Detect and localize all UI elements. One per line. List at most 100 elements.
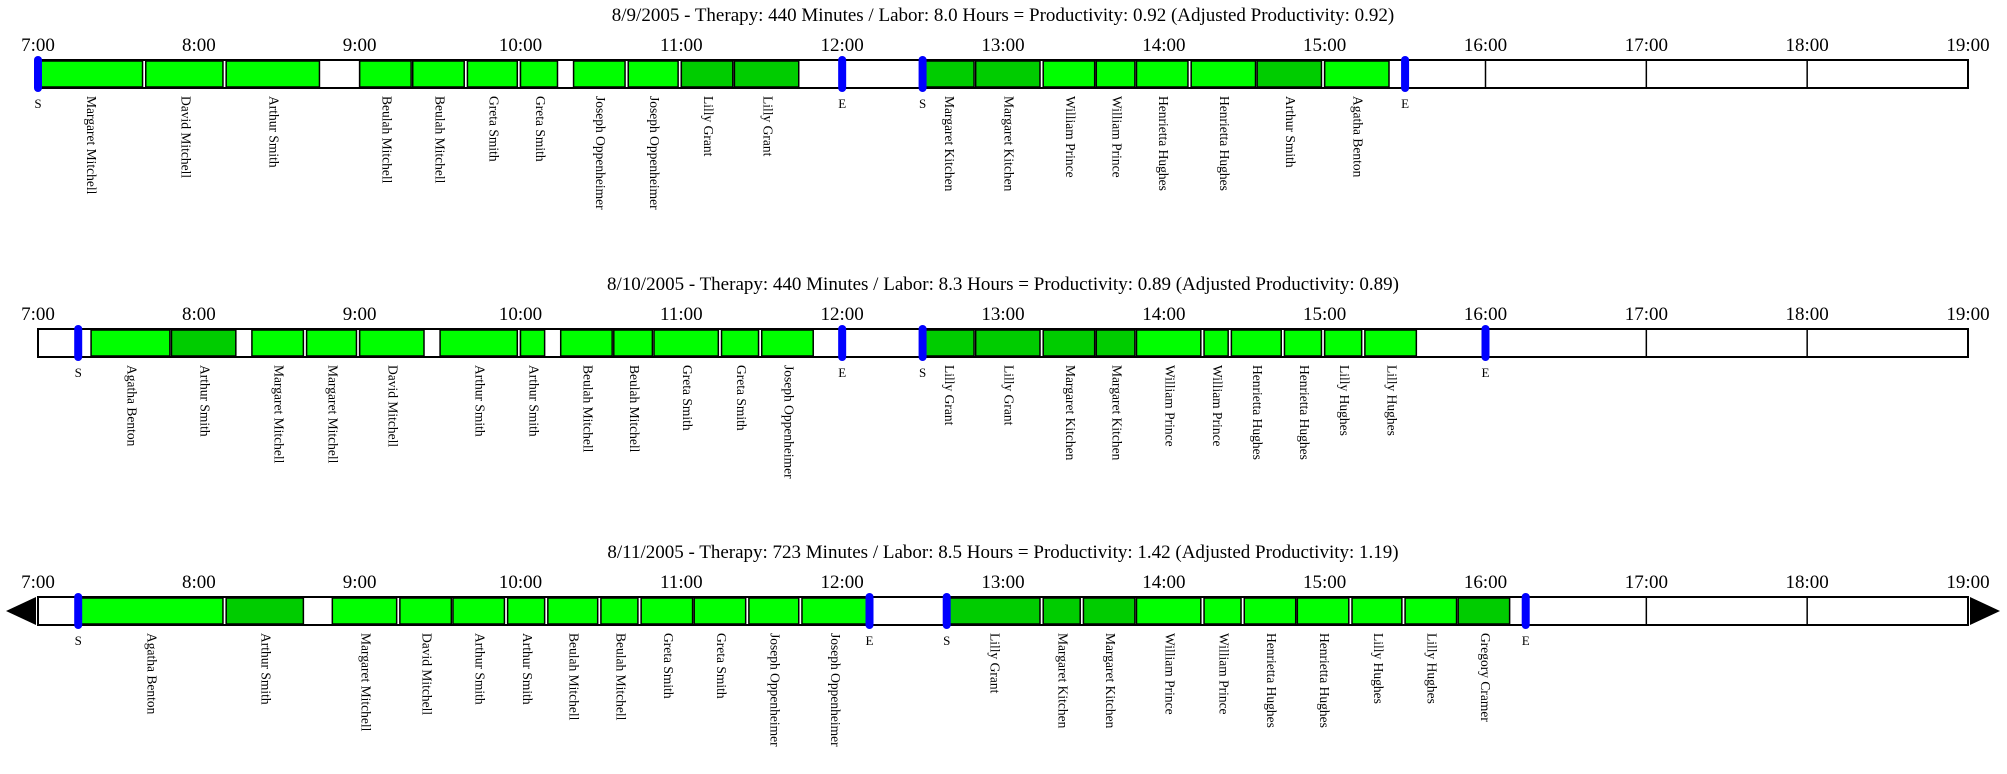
next-day-arrow-icon[interactable] xyxy=(1970,597,2000,625)
therapy-session-bar xyxy=(467,61,517,87)
patient-name-label: Beulah Mitchell xyxy=(379,96,394,184)
previous-day-arrow-icon[interactable] xyxy=(6,597,36,625)
hour-tick-label: 12:00 xyxy=(821,304,864,325)
therapy-session-bar xyxy=(1244,598,1295,624)
patient-name-label: Greta Smith xyxy=(533,96,548,162)
therapy-session-bar xyxy=(947,598,1040,624)
patient-name-label: Margaret Kitchen xyxy=(1103,633,1118,729)
hour-tick-label: 9:00 xyxy=(343,304,377,325)
hour-tick-label: 8:00 xyxy=(182,35,216,56)
therapy-session-bar xyxy=(78,598,223,624)
therapy-session-bar xyxy=(734,61,798,87)
therapy-session-bar xyxy=(1043,598,1080,624)
shift-marker-label: S xyxy=(34,96,41,111)
patient-name-label: Agatha Benton xyxy=(1351,96,1366,178)
shift-marker xyxy=(838,325,846,361)
therapy-session-bar xyxy=(360,330,424,356)
shift-marker-label: S xyxy=(75,365,82,380)
therapy-session-bar xyxy=(413,61,464,87)
hour-tick-label: 13:00 xyxy=(981,304,1024,325)
shift-marker xyxy=(1482,325,1490,361)
patient-name-label: Henrietta Hughes xyxy=(1297,365,1312,460)
therapy-session-bar xyxy=(38,61,143,87)
patient-name-label: Henrietta Hughes xyxy=(1217,96,1232,191)
day-title-2: 8/11/2005 - Therapy: 723 Minutes / Labor… xyxy=(607,542,1398,563)
therapy-session-bar xyxy=(976,330,1040,356)
therapy-session-bar xyxy=(601,598,638,624)
patient-name-label: Agatha Benton xyxy=(124,365,139,447)
hour-tick-label: 16:00 xyxy=(1464,304,1507,325)
therapy-session-bar xyxy=(307,330,357,356)
shift-marker xyxy=(74,325,82,361)
therapy-session-bar xyxy=(1136,61,1187,87)
patient-name-label: Joseph Oppenheimer xyxy=(781,365,796,479)
hour-tick-label: 14:00 xyxy=(1142,35,1185,56)
hour-tick-label: 7:00 xyxy=(21,35,55,56)
therapy-session-bar xyxy=(400,598,451,624)
patient-name-label: Beulah Mitchell xyxy=(432,96,447,184)
patient-name-label: Arthur Smith xyxy=(520,633,535,705)
patient-name-label: Margaret Mitchell xyxy=(84,96,99,195)
hour-tick-label: 18:00 xyxy=(1786,35,1829,56)
therapy-session-bar xyxy=(681,61,732,87)
shift-marker-label: S xyxy=(943,633,950,648)
patient-name-label: Lilly Grant xyxy=(942,365,957,426)
therapy-session-bar xyxy=(548,598,598,624)
patient-name-label: Margaret Kitchen xyxy=(1063,365,1078,461)
therapy-session-bar xyxy=(802,598,866,624)
therapy-session-bar xyxy=(1365,330,1416,356)
hour-tick-label: 9:00 xyxy=(343,35,377,56)
hour-tick-label: 11:00 xyxy=(660,304,703,325)
hour-tick-label: 17:00 xyxy=(1625,304,1668,325)
patient-name-label: Margaret Kitchen xyxy=(942,96,957,192)
hour-tick-label: 12:00 xyxy=(821,572,864,593)
patient-name-label: Margaret Kitchen xyxy=(1002,96,1017,192)
therapy-session-bar xyxy=(574,61,625,87)
therapy-session-bar xyxy=(614,330,653,356)
therapy-session-bar xyxy=(1204,598,1241,624)
therapy-session-bar xyxy=(91,330,170,356)
hour-tick-label: 13:00 xyxy=(981,35,1024,56)
patient-name-label: Greta Smith xyxy=(661,633,676,699)
patient-name-label: William Prince xyxy=(1216,633,1231,715)
shift-marker-label: E xyxy=(1482,365,1490,380)
hour-tick-label: 17:00 xyxy=(1625,35,1668,56)
therapy-session-bar xyxy=(1458,598,1509,624)
hour-tick-label: 12:00 xyxy=(821,35,864,56)
shift-marker xyxy=(34,56,42,92)
patient-name-label: David Mitchell xyxy=(386,365,401,447)
hour-tick-label: 18:00 xyxy=(1786,304,1829,325)
patient-name-label: Joseph Oppenheimer xyxy=(593,96,608,210)
patient-name-label: Greta Smith xyxy=(486,96,501,162)
shift-marker xyxy=(866,593,874,629)
therapy-session-bar xyxy=(521,330,545,356)
patient-name-label: Joseph Oppenheimer xyxy=(768,633,783,747)
patient-name-label: William Prince xyxy=(1210,365,1225,447)
hour-tick-label: 11:00 xyxy=(660,572,703,593)
patient-name-label: William Prince xyxy=(1163,365,1178,447)
patient-name-label: Joseph Oppenheimer xyxy=(647,96,662,210)
hour-tick-label: 10:00 xyxy=(499,304,542,325)
patient-name-label: Beulah Mitchell xyxy=(613,633,628,721)
patient-name-label: William Prince xyxy=(1063,96,1078,178)
therapy-session-bar xyxy=(146,61,223,87)
patient-name-label: Margaret Kitchen xyxy=(1056,633,1071,729)
shift-marker xyxy=(943,593,951,629)
therapy-session-bar xyxy=(1096,330,1135,356)
therapy-session-bar xyxy=(923,330,974,356)
hour-tick-label: 8:00 xyxy=(182,304,216,325)
hour-tick-label: 11:00 xyxy=(660,35,703,56)
therapy-session-bar xyxy=(360,61,411,87)
patient-name-label: William Prince xyxy=(1163,633,1178,715)
hour-tick-label: 15:00 xyxy=(1303,304,1346,325)
patient-name-label: Arthur Smith xyxy=(1283,96,1298,168)
hour-tick-label: 16:00 xyxy=(1464,35,1507,56)
therapy-session-bar xyxy=(252,330,303,356)
therapy-session-bar xyxy=(440,330,517,356)
shift-marker-label: E xyxy=(838,96,846,111)
shift-marker xyxy=(1401,56,1409,92)
therapy-session-bar xyxy=(521,61,558,87)
patient-name-label: David Mitchell xyxy=(178,96,193,178)
patient-name-label: Margaret Mitchell xyxy=(325,365,340,464)
patient-name-label: Beulah Mitchell xyxy=(567,633,582,721)
